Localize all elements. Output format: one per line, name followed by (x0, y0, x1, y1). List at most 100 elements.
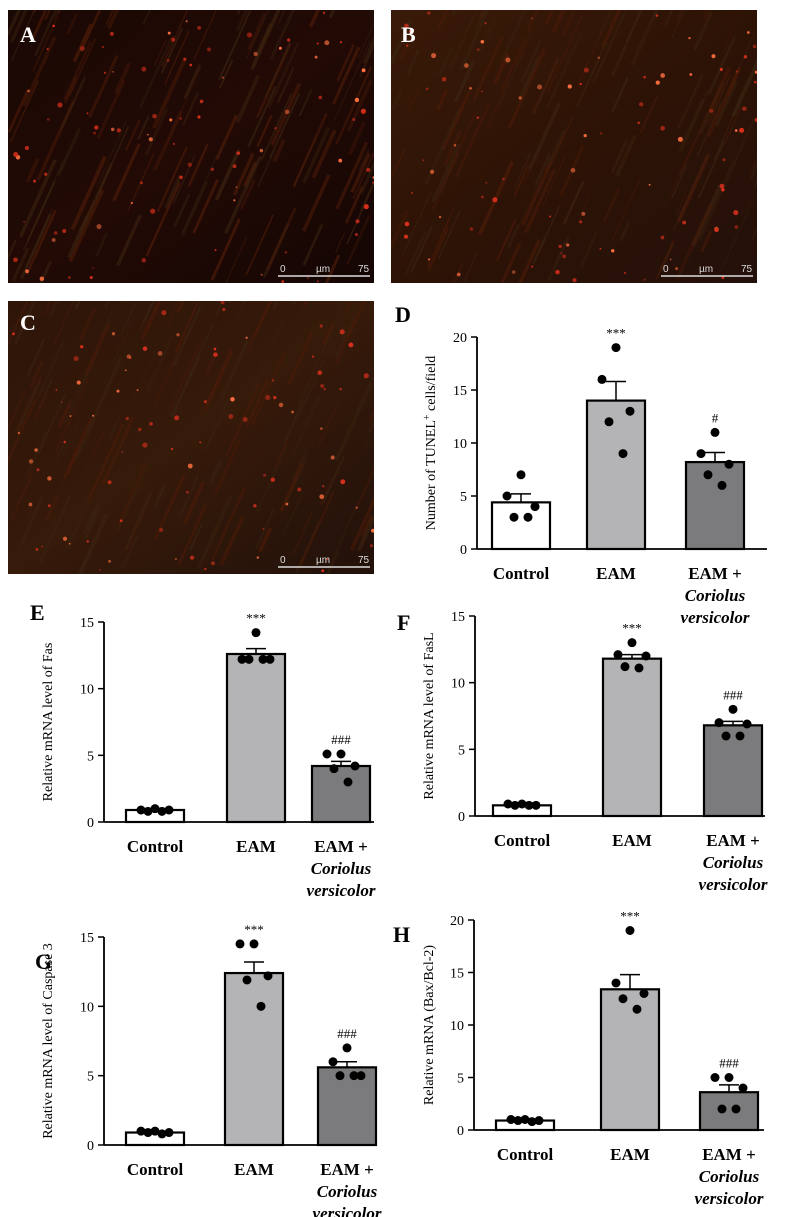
data-point (349, 1071, 359, 1081)
bar-2 (702, 724, 764, 818)
data-point (516, 470, 526, 480)
data-point (517, 799, 527, 809)
data-point (143, 1128, 153, 1138)
chart-h-svg: H 0 5 10 15 20 Relative mRNA (Bax/Bcl-2) Contro… (393, 909, 764, 1208)
category-label-eam: EAM (596, 564, 636, 583)
bar-1 (223, 971, 285, 1147)
y-tick-label: 15 (80, 931, 94, 946)
y-tick-label: 10 (80, 1000, 94, 1015)
data-point (251, 628, 261, 638)
scale-bar: 0 µm 75 (278, 264, 370, 277)
data-point (703, 470, 713, 480)
data-point (235, 939, 245, 949)
data-point (611, 978, 621, 988)
data-point (329, 764, 339, 774)
y-tick-label: 0 (460, 543, 467, 558)
svg-text:µm: µm (699, 264, 713, 275)
y-tick-label: 20 (450, 914, 464, 929)
micrograph-a-image: 0 µm 75 (8, 10, 374, 283)
data-point (634, 663, 644, 673)
y-tick-label: 5 (460, 490, 467, 505)
chart-g: G 0 5 10 15 Relative mRNA level of Caspase 3 C… (0, 905, 395, 1217)
significance-marker: ### (331, 732, 351, 747)
category-label-control: Control (494, 831, 551, 850)
y-tick-label: 15 (80, 616, 94, 631)
data-point (342, 1043, 352, 1053)
data-point (527, 1117, 537, 1127)
y-tick-label: 15 (451, 610, 465, 625)
data-point (356, 1071, 366, 1081)
data-point (728, 704, 738, 714)
data-point (263, 971, 273, 981)
category-label-eam-coriolus: EAM + Coriolus versicolor (313, 1160, 382, 1217)
data-point (641, 651, 651, 661)
data-point (343, 777, 353, 787)
data-point (639, 989, 649, 998)
data-point (618, 449, 628, 459)
data-point (503, 799, 513, 809)
chart-h: H 0 5 10 15 20 Relative mRNA (Bax/Bcl-2) Contro… (385, 905, 790, 1212)
data-point (604, 417, 614, 427)
data-point (150, 1126, 160, 1136)
significance-marker: *** (246, 611, 266, 626)
y-tick-label: 0 (458, 810, 465, 825)
y-tick-label: 15 (453, 384, 467, 399)
data-point (632, 1004, 642, 1014)
significance-marker: ### (719, 1056, 739, 1071)
data-point (136, 1126, 146, 1136)
data-point (625, 926, 635, 935)
chart-d: D 0 5 10 15 20 Number of TUNEL+ cells/field Con… (385, 300, 785, 627)
data-point (613, 650, 623, 660)
y-tick-label: 5 (87, 749, 94, 764)
data-point (136, 805, 146, 815)
y-tick-label: 0 (457, 1124, 464, 1139)
data-point (742, 719, 752, 729)
y-tick-label: 10 (453, 437, 467, 452)
data-point (724, 1073, 734, 1082)
data-point (710, 427, 720, 437)
data-point (237, 654, 247, 664)
bar-2 (316, 1066, 378, 1147)
data-point (164, 805, 174, 815)
data-point (150, 804, 160, 814)
category-label-eam-coriolus: EAM + Coriolus versicolor (695, 1145, 764, 1208)
y-tick-label: 20 (453, 331, 467, 346)
significance-marker: ### (723, 687, 743, 702)
category-label-control: Control (127, 837, 184, 856)
significance-marker: *** (622, 621, 642, 636)
significance-marker: *** (606, 326, 626, 341)
category-label-control: Control (127, 1160, 184, 1179)
significance-marker: *** (620, 909, 640, 924)
svg-text:0: 0 (280, 264, 286, 275)
data-point (244, 654, 254, 664)
micrograph-c: 0 µm 75 (8, 301, 374, 574)
chart-d-svg: D 0 5 10 15 20 Number of TUNEL+ cells/field Con… (395, 302, 767, 627)
panel-letter-c: C (20, 310, 36, 335)
data-point (164, 1128, 174, 1138)
data-point (524, 800, 534, 810)
y-tick-label: 0 (87, 1139, 94, 1154)
data-point (242, 975, 252, 985)
svg-text:µm: µm (316, 555, 330, 566)
bar-1 (225, 652, 287, 824)
category-label-eam: EAM (234, 1160, 274, 1179)
significance-marker: ### (337, 1026, 357, 1041)
panel-letter-e: E (30, 600, 45, 625)
y-axis-label: Relative mRNA level of Caspase 3 (41, 943, 56, 1139)
y-tick-label: 0 (87, 816, 94, 831)
bar-1 (599, 988, 661, 1132)
y-axis-label: Relative mRNA level of Fas (41, 643, 56, 802)
scale-bar: 0 µm 75 (278, 555, 370, 568)
data-point (717, 1104, 727, 1114)
svg-text:µm: µm (316, 264, 330, 275)
data-point (143, 806, 153, 816)
data-point (328, 1057, 338, 1067)
data-point (258, 654, 268, 664)
data-point (724, 459, 734, 469)
panel-letter-a: A (20, 22, 36, 47)
micrograph-b: 0 µm 75 (391, 10, 757, 283)
bar-1 (585, 399, 647, 551)
category-label-eam-coriolus: EAM + Coriolus versicolor (307, 837, 376, 900)
data-point (731, 1104, 741, 1114)
chart-f: F 0 5 10 15 Relative mRNA level of FasL Contro… (385, 590, 790, 900)
